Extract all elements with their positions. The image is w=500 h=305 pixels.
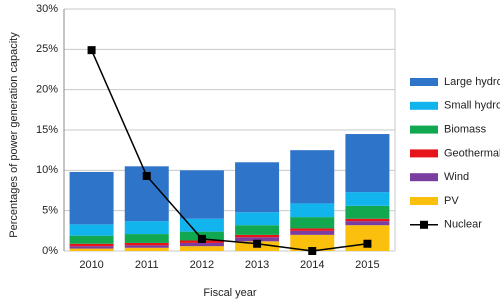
- legend-swatch: [410, 78, 438, 86]
- bar-segment: [69, 248, 114, 251]
- x-tick-label: 2014: [300, 259, 324, 271]
- bar-segment: [345, 134, 390, 193]
- legend-label: Large hydro: [444, 76, 500, 88]
- legend-marker: [420, 220, 428, 229]
- bar-segment: [124, 245, 169, 248]
- legend-label: PV: [444, 195, 459, 207]
- bar-segment: [290, 150, 335, 204]
- bar-segment: [235, 234, 280, 238]
- x-tick-label: 2012: [190, 259, 214, 271]
- bar-segment: [69, 224, 114, 236]
- bar-segment: [290, 203, 335, 218]
- legend-swatch: [410, 125, 438, 134]
- y-tick-label: 25%: [36, 43, 58, 55]
- x-tick-label: 2015: [355, 259, 379, 271]
- legend-label: Nuclear: [444, 219, 482, 231]
- bar-segment: [124, 234, 169, 243]
- line: [90, 49, 368, 252]
- legend-swatch: [410, 149, 438, 158]
- x-tick-label: 2013: [245, 259, 269, 271]
- bar-segment: [345, 192, 390, 206]
- y-tick-label: 15%: [36, 124, 58, 136]
- bar-segment: [290, 234, 335, 251]
- legend-swatch: [410, 173, 438, 182]
- bar-segment: [290, 228, 335, 231]
- legend-swatch: [410, 101, 438, 110]
- x-tick-label: 2011: [135, 259, 159, 271]
- y-tick-label: 5%: [42, 205, 58, 217]
- bar-segment: [179, 218, 224, 232]
- y-tick-label: 30%: [36, 3, 58, 15]
- bar-segment: [179, 246, 224, 251]
- line-marker: [363, 239, 372, 248]
- bar-segment: [345, 218, 390, 222]
- bar-segment: [179, 170, 224, 219]
- bar-segment: [69, 235, 114, 244]
- bar-segment: [290, 230, 335, 235]
- bar-segment: [124, 247, 169, 251]
- bar-segment: [235, 162, 280, 213]
- x-axis-title: Fiscal year: [203, 287, 257, 299]
- line-marker: [308, 247, 317, 255]
- legend-label: Geothermal: [444, 147, 500, 159]
- legend-label: Biomass: [444, 124, 487, 136]
- bar-segment: [179, 242, 224, 247]
- line-marker: [87, 46, 96, 55]
- bar-segment: [345, 205, 390, 219]
- bar-segment: [235, 212, 280, 226]
- bar-segment: [69, 171, 114, 225]
- bar-segment: [69, 243, 114, 247]
- legend-swatch: [410, 197, 438, 205]
- bar-segment: [290, 217, 335, 229]
- y-axis-title: Percentages of power generation capacity: [8, 32, 20, 238]
- bar-segment: [235, 225, 280, 235]
- bar-segment: [235, 237, 280, 242]
- y-tick-label: 20%: [36, 84, 58, 96]
- bar-segment: [345, 221, 390, 226]
- x-tick-label: 2010: [79, 259, 103, 271]
- legend-label: Wind: [444, 171, 469, 183]
- line-marker: [142, 171, 151, 180]
- y-tick-label: 10%: [36, 164, 58, 176]
- bar-segment: [69, 246, 114, 249]
- line-marker: [253, 239, 262, 248]
- bar-segment: [124, 221, 169, 235]
- bar-segment: [124, 242, 169, 246]
- legend-label: Small hydro: [444, 100, 500, 112]
- y-tick-label: 0%: [42, 245, 58, 257]
- line-marker: [197, 234, 206, 243]
